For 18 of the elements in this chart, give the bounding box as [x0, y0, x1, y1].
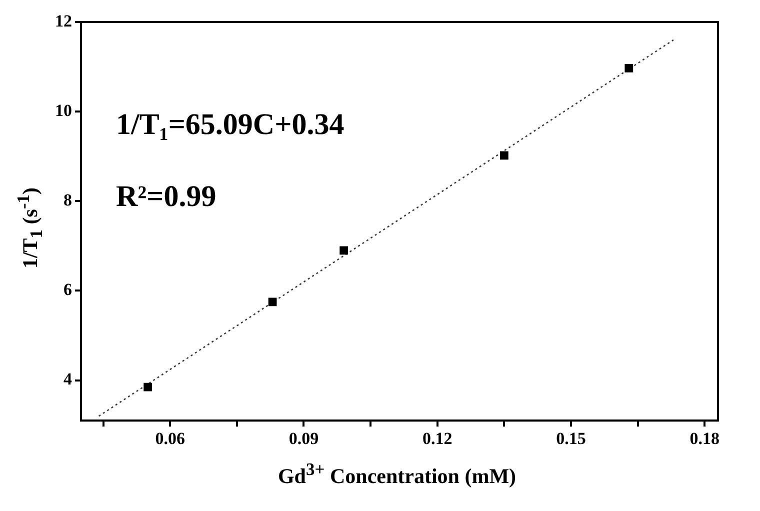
annotation: 1/T₁=65.09C+0.34 [116, 108, 344, 141]
x-tick-label: 0.09 [288, 429, 319, 448]
point [624, 64, 634, 72]
x-tick-label: 0.15 [556, 429, 586, 448]
y-tick-label: 10 [55, 100, 72, 120]
x-tick-label: 0.18 [690, 429, 720, 448]
point [340, 246, 348, 255]
annotation: R²=0.99 [116, 180, 216, 213]
x-axis-title: Gd$^{3+}$ Concentration (mM) [276, 459, 518, 489]
y-tick-label: 4 [64, 370, 72, 389]
point [144, 382, 152, 392]
y-tick-label: 6 [64, 280, 72, 300]
y-tick-label: 8 [64, 190, 72, 210]
point [500, 151, 508, 160]
point [268, 298, 277, 306]
x-tick-label: 0.12 [422, 429, 452, 448]
x-tick-label: 0.06 [155, 429, 185, 448]
y-tick-label: 12 [55, 11, 72, 30]
